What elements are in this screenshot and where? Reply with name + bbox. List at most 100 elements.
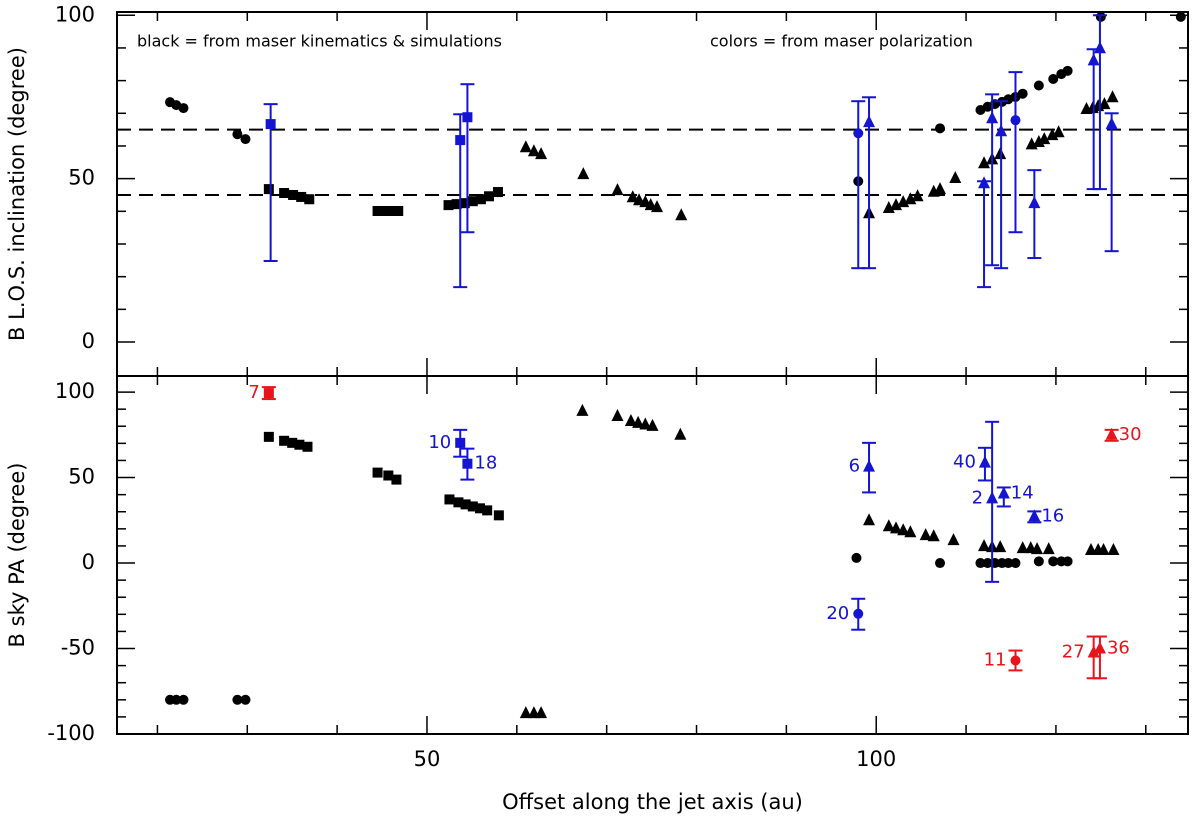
point — [904, 525, 917, 538]
point — [1093, 41, 1106, 54]
point — [493, 510, 504, 521]
x-tick-label: 50 — [414, 747, 441, 771]
y-tick-label: -100 — [47, 721, 95, 745]
point — [1107, 543, 1120, 556]
point — [178, 103, 189, 114]
point — [178, 694, 189, 705]
point — [1175, 11, 1186, 22]
point — [577, 167, 590, 180]
point — [462, 458, 473, 469]
point — [911, 189, 924, 202]
point — [1048, 556, 1059, 567]
point — [986, 111, 999, 124]
point — [1048, 73, 1059, 84]
point — [386, 205, 397, 216]
point-label: 10 — [428, 432, 451, 453]
y-axis-label: B sky PA (degree) — [5, 463, 29, 648]
point — [978, 539, 991, 552]
point — [379, 205, 390, 216]
point — [302, 441, 313, 452]
point — [978, 455, 991, 468]
point — [279, 188, 290, 199]
point — [1028, 196, 1041, 209]
point — [1017, 88, 1028, 99]
point — [851, 552, 862, 563]
point — [997, 486, 1010, 499]
point — [1016, 541, 1029, 554]
point — [232, 694, 243, 705]
point — [1010, 558, 1021, 569]
point — [863, 459, 876, 472]
point — [1003, 558, 1014, 569]
point — [889, 521, 902, 534]
point-label: 7 — [248, 382, 259, 403]
point — [443, 200, 454, 211]
point-label: 40 — [953, 452, 976, 473]
point — [1105, 427, 1118, 440]
point — [1028, 509, 1041, 522]
annotation: black = from maser kinematics & simulati… — [137, 32, 502, 51]
point — [383, 470, 394, 481]
point — [1033, 556, 1044, 567]
point — [393, 205, 404, 216]
point — [611, 183, 624, 196]
point — [527, 144, 540, 157]
point — [611, 409, 624, 422]
y-tick-label: 100 — [55, 2, 95, 26]
point — [467, 501, 478, 512]
point — [263, 388, 274, 399]
point — [1105, 117, 1118, 130]
point — [982, 558, 993, 569]
point — [975, 558, 986, 569]
point — [978, 176, 991, 189]
point — [294, 439, 305, 450]
point — [1042, 542, 1055, 555]
point — [240, 694, 251, 705]
y-tick-label: 100 — [55, 379, 95, 403]
y-tick-label: 0 — [82, 329, 95, 353]
point — [279, 435, 290, 446]
point — [853, 608, 864, 619]
x-tick-label: 100 — [856, 747, 896, 771]
point — [1062, 556, 1073, 567]
point — [639, 417, 652, 430]
point — [474, 503, 485, 514]
point — [444, 494, 455, 505]
y-tick-label: 50 — [68, 166, 95, 190]
point — [1098, 97, 1111, 110]
point — [863, 115, 876, 128]
point — [897, 523, 910, 536]
point — [483, 191, 494, 202]
point — [535, 706, 548, 719]
point — [624, 413, 637, 426]
point — [935, 123, 946, 134]
point — [1038, 132, 1051, 145]
point — [1010, 655, 1021, 666]
point — [947, 533, 960, 546]
point — [263, 431, 274, 442]
point — [288, 189, 299, 200]
point — [265, 119, 276, 130]
point — [935, 558, 946, 569]
point — [1033, 80, 1044, 91]
point-label: 11 — [984, 649, 1007, 670]
annotation: colors = from maser polarization — [710, 32, 973, 51]
point — [304, 194, 315, 205]
point — [232, 129, 243, 140]
point — [882, 519, 895, 532]
point — [455, 135, 466, 146]
point — [1052, 125, 1065, 138]
point-label: 20 — [826, 603, 849, 624]
point — [492, 187, 503, 198]
point — [535, 147, 548, 160]
point — [287, 437, 298, 448]
point-label: 2 — [972, 487, 983, 508]
point — [462, 112, 473, 123]
point — [460, 499, 471, 510]
point — [459, 198, 470, 209]
point — [927, 529, 940, 542]
point-label: 18 — [474, 453, 497, 474]
point — [949, 170, 962, 183]
point — [519, 140, 532, 153]
point — [1031, 542, 1044, 555]
